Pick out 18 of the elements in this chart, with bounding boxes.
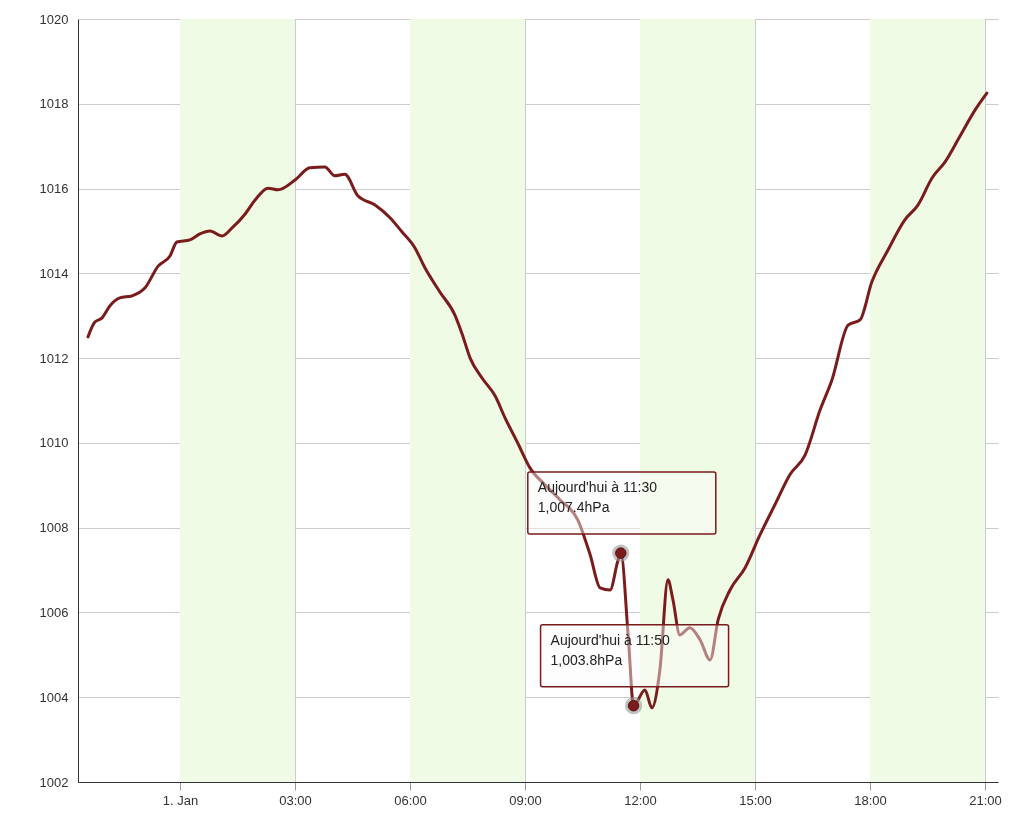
y-tick-label: 1002 — [39, 774, 69, 790]
x-tick-label: 12:00 — [624, 792, 657, 808]
y-tick-label: 1014 — [39, 265, 69, 281]
y-tick-label: 1018 — [39, 96, 69, 112]
x-tick-label: 06:00 — [394, 792, 427, 808]
y-tick-label: 1008 — [39, 520, 69, 536]
x-tick-label: 03:00 — [279, 792, 312, 808]
y-tick-label: 1016 — [39, 181, 69, 197]
x-tick-label: 09:00 — [509, 792, 542, 808]
x-tick-label: 21:00 — [969, 792, 1002, 808]
x-tick-label: 18:00 — [854, 792, 887, 808]
y-tick-label: 1010 — [39, 435, 69, 451]
x-tick-label: 15:00 — [739, 792, 772, 808]
y-tick-label: 1004 — [39, 689, 69, 705]
y-tick-label: 1020 — [39, 11, 69, 27]
y-tick-label: 1012 — [39, 350, 69, 366]
x-tick-label: 1. Jan — [162, 792, 199, 808]
y-tick-label: 1006 — [39, 604, 69, 620]
